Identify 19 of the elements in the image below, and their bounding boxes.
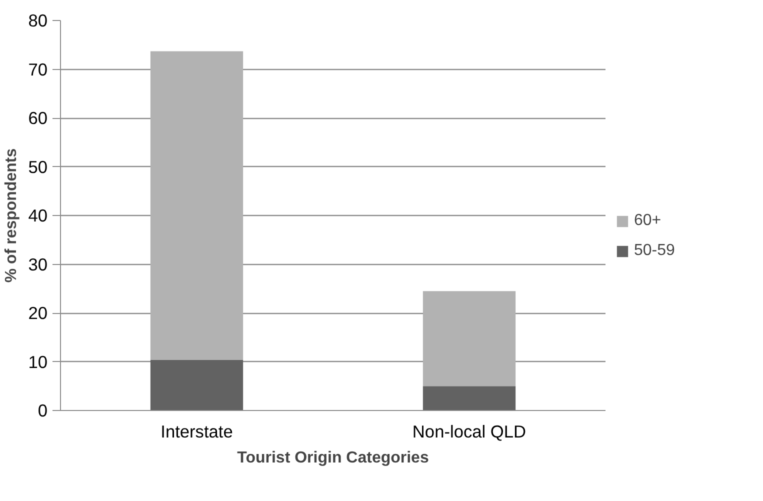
y-tick-label: 60 [28,108,48,128]
bar [422,386,516,410]
y-tick-label: 50 [28,156,48,177]
legend-label: 50-59 [634,242,675,260]
y-tick-label: 70 [28,59,48,80]
legend-label: 60+ [634,212,662,230]
y-tick-label: 20 [28,303,48,323]
y-tick-label: 40 [28,206,48,226]
bar [150,360,244,410]
bar [422,291,516,386]
y-tick-label: 0 [38,400,48,420]
y-axis-title: % of respondents [3,148,20,283]
y-tick-label: 80 [28,10,48,30]
x-tick-label: Interstate [160,422,233,442]
x-axis-title: Tourist Origin Categories [237,450,429,466]
bar [150,51,244,360]
x-tick-label: Non-local QLD [412,422,526,442]
y-tick-label: 10 [28,352,48,372]
y-tick-label: 30 [28,254,48,274]
